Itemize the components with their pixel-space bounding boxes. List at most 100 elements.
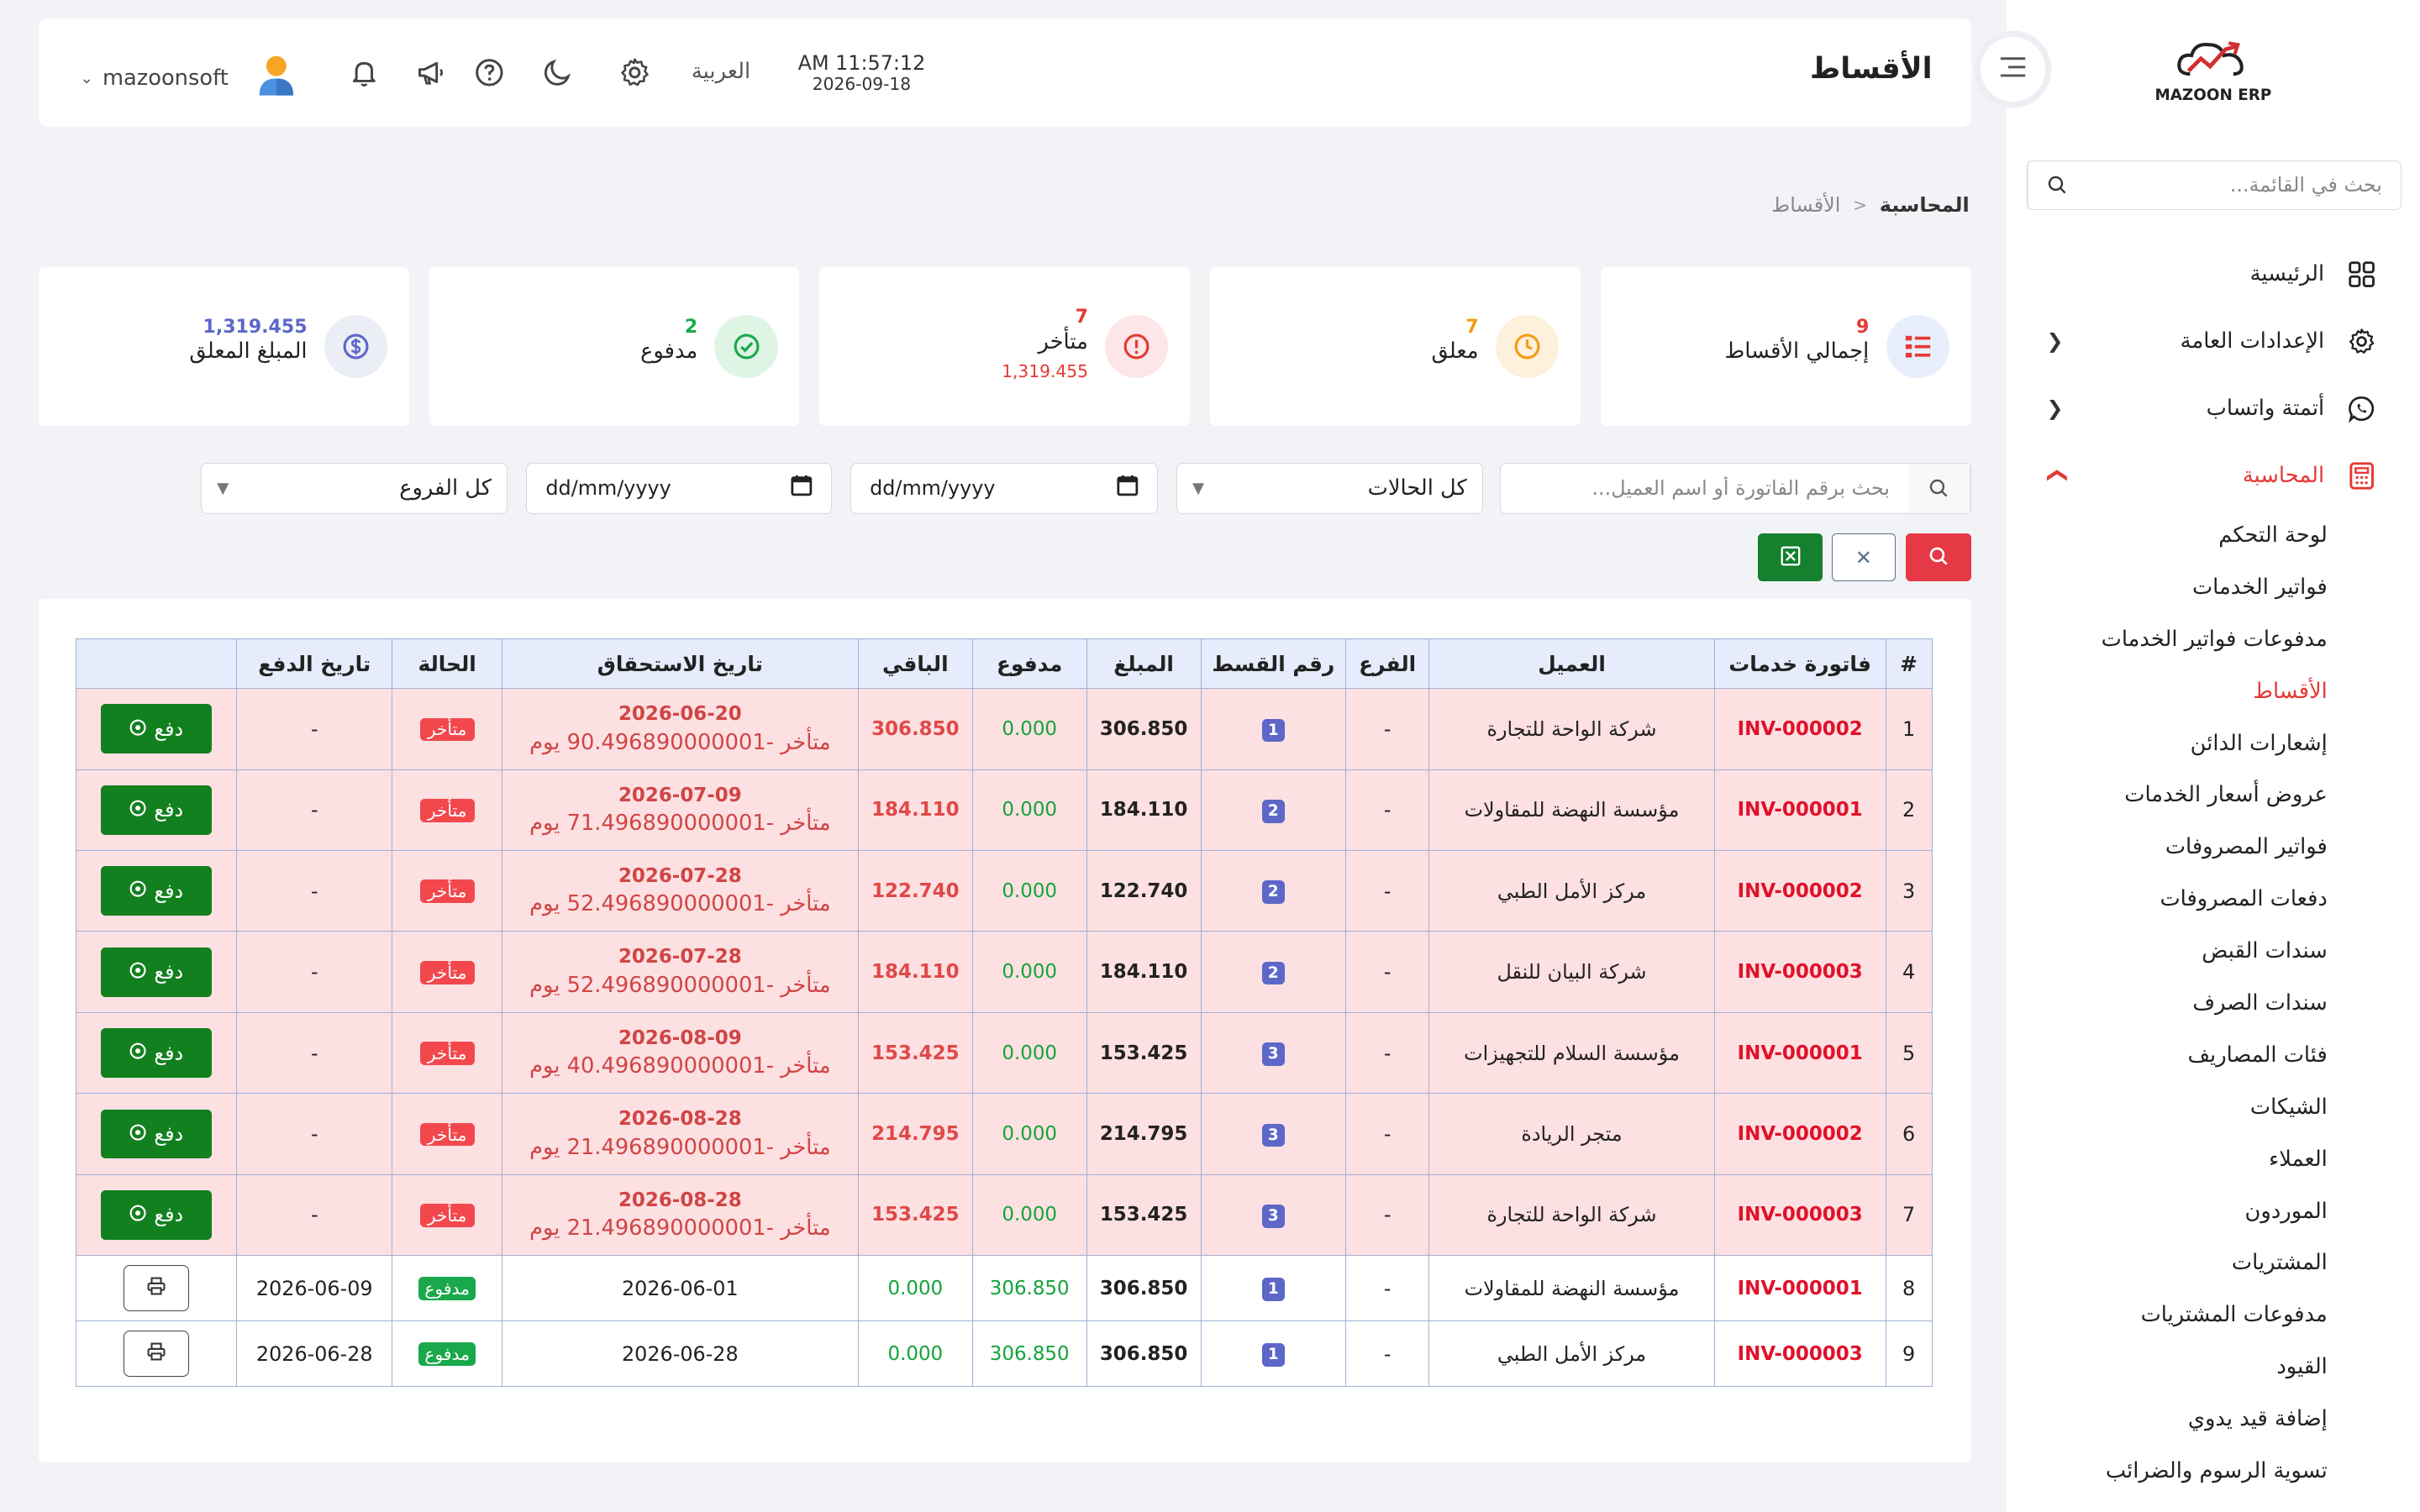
invoice-link[interactable]: INV-000001: [1713, 1255, 1886, 1322]
column-header[interactable]: رقم القسط: [1200, 638, 1347, 690]
sidebar-item-accounting[interactable]: المحاسبة ❮: [2007, 442, 2420, 509]
action-cell: دفع: [76, 688, 238, 770]
column-header[interactable]: مدفوع: [971, 638, 1087, 690]
invoice-link[interactable]: INV-000002: [1713, 849, 1886, 932]
sidebar-subitem[interactable]: عروض أسعار الخدمات: [2124, 782, 2328, 808]
megaphone-icon[interactable]: [413, 55, 447, 89]
breadcrumb-parent[interactable]: المحاسبة: [1879, 192, 1970, 217]
sidebar-subitem[interactable]: فواتير المصروفات: [2165, 834, 2328, 860]
amount: 306.850: [1086, 1320, 1202, 1388]
sidebar-search[interactable]: [2026, 160, 2402, 210]
print-button[interactable]: [124, 1265, 189, 1312]
column-header[interactable]: العميل: [1428, 638, 1715, 690]
due-cell: 2026-06-28: [501, 1320, 859, 1388]
sidebar-subitem[interactable]: إشعارات الدائن: [2190, 730, 2328, 756]
sidebar-subitem[interactable]: الشيكات: [2249, 1094, 2328, 1120]
export-excel-button[interactable]: [1758, 533, 1823, 582]
pay-button[interactable]: دفع: [100, 704, 213, 754]
column-header[interactable]: الباقي: [857, 638, 973, 690]
invoice-link[interactable]: INV-000001: [1713, 769, 1886, 851]
row-number: 7: [1885, 1173, 1933, 1257]
status-cell: مدفوع: [392, 1320, 502, 1388]
status-badge: متأخر: [419, 1204, 475, 1227]
sidebar-subitem[interactable]: فواتير الخدمات: [2191, 574, 2328, 600]
sidebar-item-settings[interactable]: الإعدادات العامة ❮: [2007, 307, 2420, 375]
invoice-link[interactable]: INV-000001: [1713, 1011, 1886, 1095]
invoice-link[interactable]: INV-000002: [1713, 688, 1886, 770]
sidebar-subitem[interactable]: سندات القبض: [2202, 938, 2328, 964]
pay-button[interactable]: دفع: [100, 866, 213, 916]
column-header[interactable]: فاتورة خدمات: [1713, 638, 1886, 690]
status-cell: متأخر: [392, 1093, 502, 1175]
column-header[interactable]: تاريخ الدفع: [236, 638, 393, 690]
payment-date: -: [236, 1011, 393, 1095]
sidebar-subitem[interactable]: الأقساط: [2253, 678, 2328, 704]
overdue-days: متأخر -52.496890000001 يوم: [529, 972, 831, 998]
pay-button[interactable]: دفع: [100, 1190, 213, 1240]
invoice-search-input[interactable]: [1501, 464, 1909, 513]
sidebar-subitem[interactable]: العملاء: [2269, 1146, 2328, 1172]
sidebar-subitem[interactable]: مدفوعات المشتريات: [2140, 1302, 2328, 1328]
invoice-link[interactable]: INV-000003: [1713, 1320, 1886, 1388]
sidebar-subitem[interactable]: إضافة قيد يدوي: [2187, 1406, 2328, 1432]
pay-button[interactable]: دفع: [100, 947, 213, 997]
invoice-link[interactable]: INV-000002: [1713, 1093, 1886, 1175]
dark-mode-moon-icon[interactable]: [540, 55, 574, 89]
payment-date: -: [236, 931, 393, 1013]
paid-amount: 306.850: [971, 1320, 1087, 1388]
sidebar-search-input[interactable]: [2086, 161, 2401, 209]
app-logo[interactable]: MAZOON ERP: [2154, 37, 2272, 114]
column-header[interactable]: تاريخ الاستحقاق: [501, 638, 859, 690]
sidebar-subitem[interactable]: مدفوعات فواتير الخدمات: [2101, 626, 2328, 652]
column-header[interactable]: المبلغ: [1086, 638, 1202, 690]
sidebar-item-whatsapp[interactable]: أتمتة واتساب ❮: [2007, 375, 2420, 442]
amount: 122.740: [1086, 849, 1202, 932]
paid-amount: 0.000: [971, 769, 1087, 851]
sidebar-subitem[interactable]: دفعات المصروفات: [2160, 886, 2328, 912]
clear-filters-button[interactable]: ✕: [1832, 533, 1896, 582]
invoice-link[interactable]: INV-000003: [1713, 931, 1886, 1013]
sidebar-subitem[interactable]: الموردون: [2244, 1198, 2328, 1224]
overdue-days: متأخر -40.496890000001 يوم: [529, 1053, 831, 1079]
date-from-input[interactable]: dd/mm/yyyy: [850, 463, 1158, 514]
invoice-link[interactable]: INV-000003: [1713, 1173, 1886, 1257]
sidebar-subitem[interactable]: لوحة التحكم: [2218, 522, 2328, 549]
due-date: 2026-06-20: [618, 703, 742, 726]
sidebar-item-home[interactable]: الرئيسية: [2007, 241, 2420, 308]
stat-value: 9: [1855, 316, 1870, 338]
sidebar-item-label: الإعدادات العامة: [2180, 328, 2325, 354]
status-select[interactable]: كل الحالات ▼: [1176, 463, 1484, 514]
search-button[interactable]: [1906, 533, 1971, 582]
column-header[interactable]: الحالة: [392, 638, 502, 690]
coin-icon: [129, 879, 146, 903]
action-cell: [76, 1255, 238, 1322]
pay-button[interactable]: دفع: [100, 1109, 213, 1159]
pay-button[interactable]: دفع: [100, 1028, 213, 1078]
sidebar-subitem[interactable]: فئات المصاريف: [2187, 1042, 2328, 1068]
sidebar-toggle-button[interactable]: [1980, 37, 2045, 102]
sidebar-subitem[interactable]: سندات الصرف: [2192, 990, 2328, 1016]
sidebar-subitem[interactable]: القيود: [2276, 1354, 2328, 1380]
column-header[interactable]: الفرع: [1345, 638, 1430, 690]
pay-button[interactable]: دفع: [100, 785, 213, 835]
status-cell: متأخر: [392, 769, 502, 851]
amount: 184.110: [1086, 769, 1202, 851]
language-switch[interactable]: العربية: [691, 58, 751, 84]
row-number: 5: [1885, 1011, 1933, 1095]
user-menu[interactable]: ⌄ mazoonsoft: [81, 54, 297, 102]
sidebar-subitem[interactable]: المشتريات: [2231, 1250, 2328, 1276]
notifications-bell-icon[interactable]: [347, 55, 381, 89]
installments-table: # فاتورة خدمات العميل الفرع رقم القسط ال…: [76, 638, 1933, 1388]
status-badge: متأخر: [419, 799, 475, 822]
date-to-input[interactable]: dd/mm/yyyy: [526, 463, 833, 514]
grid-icon: [2346, 259, 2377, 290]
whatsapp-icon: [2346, 393, 2377, 424]
date-to-value: dd/mm/yyyy: [545, 476, 671, 501]
help-icon[interactable]: [472, 55, 506, 89]
sidebar-subitem[interactable]: تسوية الرسوم والضرائب: [2105, 1458, 2328, 1484]
invoice-search-box[interactable]: [1500, 463, 1971, 514]
settings-gear-icon[interactable]: [618, 55, 651, 89]
print-button[interactable]: [124, 1331, 189, 1378]
sidebar: MAZOON ERP الرئيسية الإعدادات العامة ❮: [2006, 0, 2420, 1512]
branch-select[interactable]: كل الفروع ▼: [200, 463, 508, 514]
